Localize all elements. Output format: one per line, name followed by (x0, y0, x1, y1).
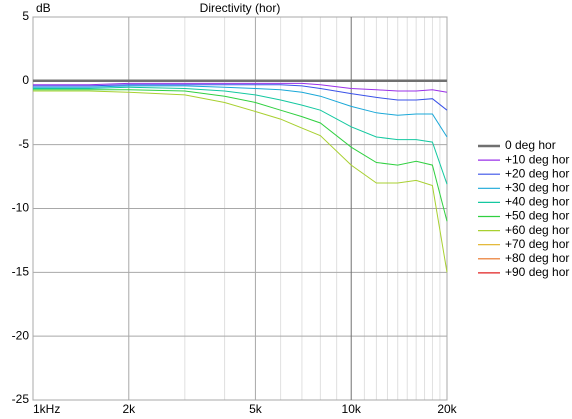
x-tick-label: 20k (437, 402, 457, 416)
legend-label: +20 deg hor (505, 166, 569, 180)
series-line (33, 82, 448, 93)
series-line (33, 86, 448, 185)
legend-label: +80 deg hor (505, 251, 569, 265)
legend-label: +60 deg hor (505, 223, 569, 237)
legend-label: +40 deg hor (505, 195, 569, 209)
y-tick-label: -15 (12, 265, 30, 279)
y-tick-label: -25 (12, 392, 30, 406)
legend-label: +50 deg hor (505, 209, 569, 223)
legend-label: +10 deg hor (505, 152, 569, 166)
legend-label: +30 deg hor (505, 180, 569, 194)
chart-title: Directivity (hor) (200, 1, 281, 15)
x-tick-label: 1kHz (33, 402, 60, 416)
y-tick-label: 5 (22, 9, 29, 23)
legend-label: 0 deg hor (505, 138, 556, 152)
y-axis-label: dB (36, 1, 51, 15)
x-tick-label: 5k (249, 402, 263, 416)
y-tick-label: -10 (12, 201, 30, 215)
legend-label: +70 deg hor (505, 237, 569, 251)
x-tick-label: 2k (122, 402, 136, 416)
series-line (33, 89, 448, 222)
x-tick-label: 10k (342, 402, 362, 416)
series-line (33, 85, 448, 138)
series-line (33, 84, 448, 111)
y-tick-label: -20 (12, 328, 30, 342)
y-tick-label: 0 (22, 73, 29, 87)
legend-label: +90 deg hor (505, 265, 569, 279)
series-line (33, 90, 448, 273)
y-tick-label: -5 (18, 137, 29, 151)
